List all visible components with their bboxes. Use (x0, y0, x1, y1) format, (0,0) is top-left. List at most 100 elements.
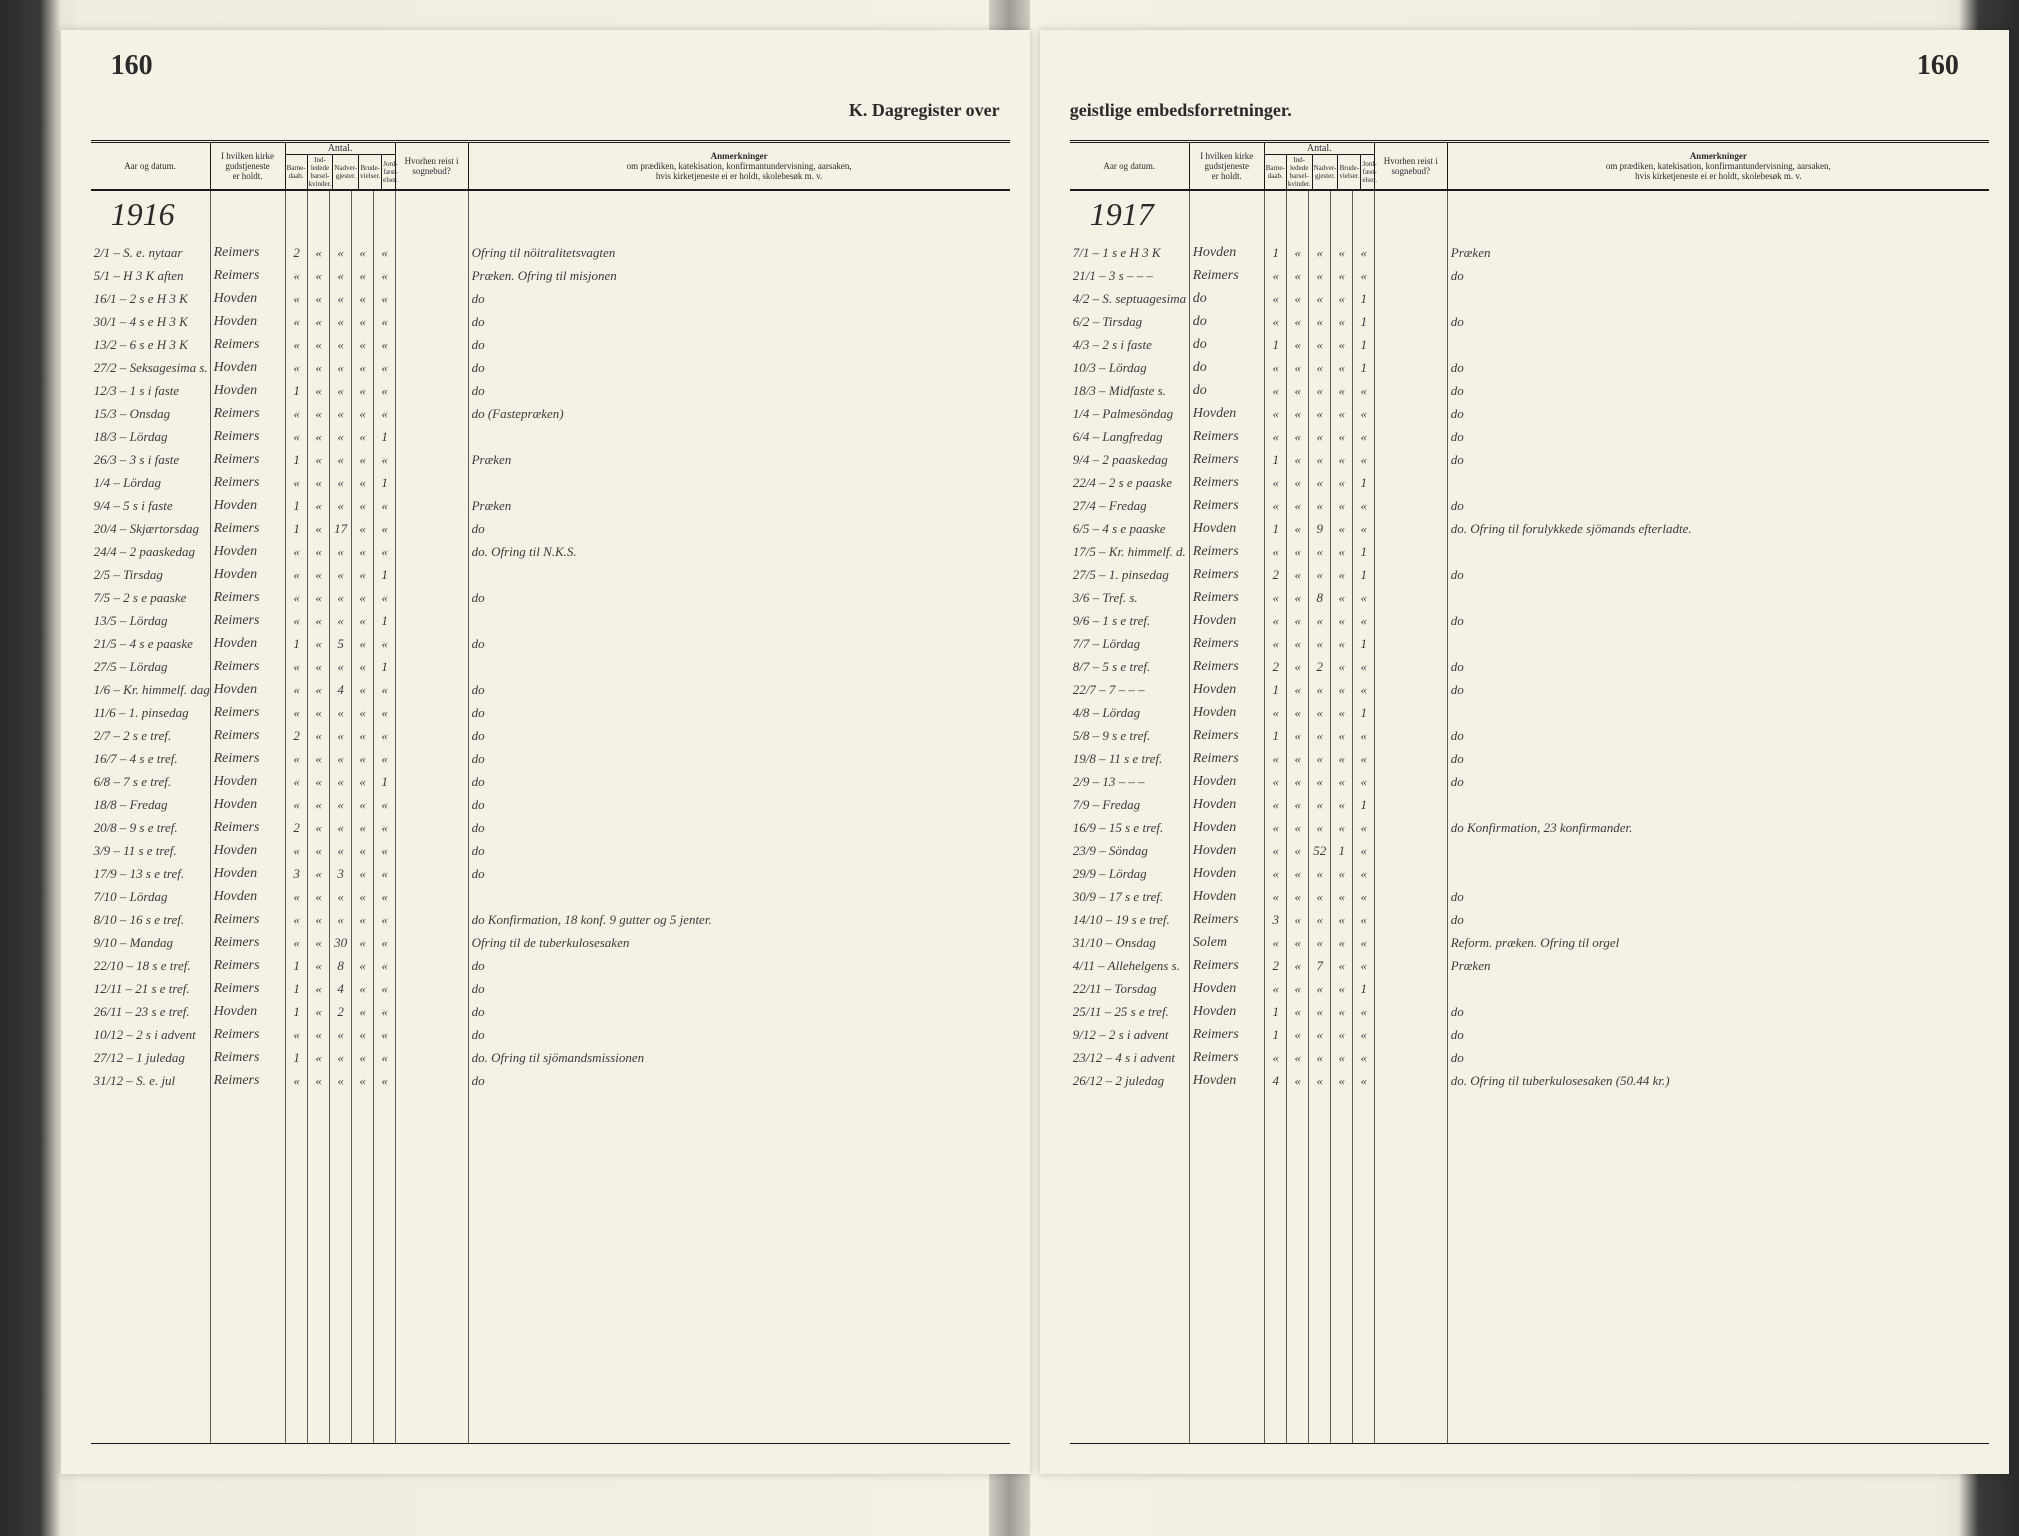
cell-date: 9/4 – 2 paaskedag (1070, 452, 1190, 468)
cell-anm: do (469, 751, 1010, 767)
cell-anm: do (469, 774, 1010, 790)
cell-n3: « (1331, 981, 1353, 997)
cell-n2: « (1309, 1004, 1331, 1020)
cell-n0: « (1265, 268, 1287, 284)
table-row: 1/6 – Kr. himmelf. dagHovden««4««do (91, 678, 1010, 701)
page-number-left: 160 (111, 50, 153, 82)
cell-n2: « (1309, 820, 1331, 836)
cell-n0: « (286, 935, 308, 951)
cell-n1: « (1287, 1004, 1309, 1020)
cell-kirke: Reimers (211, 406, 286, 422)
cell-date: 27/12 – 1 juledag (91, 1050, 211, 1066)
title-right: geistlige embedsforretninger. (1070, 100, 1292, 121)
cell-date: 7/5 – 2 s e paaske (91, 590, 211, 606)
cell-anm: do (1448, 567, 1989, 583)
th-antal-cols: Barne-daab. Ind-ledede barsel-kvinder. N… (1265, 155, 1374, 189)
cell-n0: « (1265, 981, 1287, 997)
cell-anm: do (469, 383, 1010, 399)
cell-n4: « (374, 843, 396, 859)
cell-n4: « (1353, 659, 1375, 675)
cell-n3: « (352, 452, 374, 468)
cell-n4: 1 (1353, 981, 1375, 997)
cell-n2: « (1309, 889, 1331, 905)
cell-n0: « (286, 659, 308, 675)
cell-n2: « (330, 613, 352, 629)
table-row: 29/9 – LördagHovden««««« (1070, 862, 1989, 885)
cell-n4: « (1353, 452, 1375, 468)
cell-date: 16/7 – 4 s e tref. (91, 751, 211, 767)
cell-n1: « (1287, 613, 1309, 629)
cell-n0: « (1265, 751, 1287, 767)
table-row: 9/4 – 5 s i fasteHovden1««««Præken (91, 494, 1010, 517)
cell-n3: « (352, 613, 374, 629)
cell-n3: « (1331, 360, 1353, 376)
cell-anm: do (469, 797, 1010, 813)
cell-n3: « (352, 705, 374, 721)
cell-kirke: Reimers (211, 981, 286, 997)
cell-n2: « (330, 406, 352, 422)
cell-date: 9/4 – 5 s i faste (91, 498, 211, 514)
cell-n0: « (286, 682, 308, 698)
cell-n4: « (374, 291, 396, 307)
cell-n2: 9 (1309, 521, 1331, 537)
cell-n0: 1 (286, 1050, 308, 1066)
cell-n1: « (308, 1004, 330, 1020)
cell-date: 6/4 – Langfredag (1070, 429, 1190, 445)
cell-anm: Reform. præken. Ofring til orgel (1448, 935, 1989, 951)
cell-date: 20/4 – Skjærtorsdag (91, 521, 211, 537)
cell-n1: « (1287, 636, 1309, 652)
cell-n1: « (308, 1073, 330, 1089)
cell-kirke: Hovden (1190, 613, 1265, 629)
cell-kirke: do (1190, 291, 1265, 307)
cell-n0: « (286, 912, 308, 928)
cell-n2: « (1309, 1027, 1331, 1043)
table-row: 7/9 – FredagHovden««««1 (1070, 793, 1989, 816)
cell-date: 27/5 – Lördag (91, 659, 211, 675)
cell-n1: « (308, 268, 330, 284)
cell-n0: « (1265, 889, 1287, 905)
th-antal-0: Barne-daab. (1265, 155, 1287, 189)
cell-n4: « (374, 406, 396, 422)
cell-n4: « (374, 705, 396, 721)
cell-n2: « (330, 544, 352, 560)
cell-kirke: Reimers (1190, 475, 1265, 491)
cell-n3: « (352, 429, 374, 445)
cell-n0: « (286, 406, 308, 422)
cell-kirke: Reimers (211, 245, 286, 261)
cell-n2: « (330, 912, 352, 928)
cell-n4: « (1353, 383, 1375, 399)
cell-date: 5/1 – H 3 K aften (91, 268, 211, 284)
cell-n1: « (308, 866, 330, 882)
th-antal-label: Antal. (1265, 143, 1374, 155)
cell-n0: « (1265, 383, 1287, 399)
cell-n0: 4 (1265, 1073, 1287, 1089)
cell-n3: « (352, 360, 374, 376)
cell-anm: do (1448, 774, 1989, 790)
cell-n0: « (1265, 291, 1287, 307)
cell-date: 5/8 – 9 s e tref. (1070, 728, 1190, 744)
table-row: 21/5 – 4 s e paaskeHovden1«5««do (91, 632, 1010, 655)
cell-n2: 8 (1309, 590, 1331, 606)
cell-date: 27/5 – 1. pinsedag (1070, 567, 1190, 583)
table-row: 1/4 – PalmesöndagHovden«««««do (1070, 402, 1989, 425)
cell-n4: 1 (1353, 291, 1375, 307)
th-kirke-l3: er holdt. (1212, 171, 1242, 181)
cell-n4: « (374, 820, 396, 836)
th-anm-l3: hvis kirketjeneste ei er holdt, skolebes… (656, 171, 822, 181)
cell-n1: « (308, 843, 330, 859)
cell-anm: do (1448, 498, 1989, 514)
cell-n0: « (1265, 705, 1287, 721)
cell-kirke: do (1190, 360, 1265, 376)
table-row: 26/11 – 23 s e tref.Hovden1«2««do (91, 1000, 1010, 1023)
cell-n0: « (286, 774, 308, 790)
cell-n2: « (330, 337, 352, 353)
cell-n0: 1 (286, 498, 308, 514)
cell-date: 10/12 – 2 s i advent (91, 1027, 211, 1043)
cell-n3: « (352, 291, 374, 307)
cell-kirke: Hovden (211, 866, 286, 882)
cell-n1: « (308, 475, 330, 491)
cell-n0: 1 (286, 452, 308, 468)
cell-date: 31/12 – S. e. jul (91, 1073, 211, 1089)
cell-n0: « (1265, 935, 1287, 951)
cell-n0: « (1265, 314, 1287, 330)
